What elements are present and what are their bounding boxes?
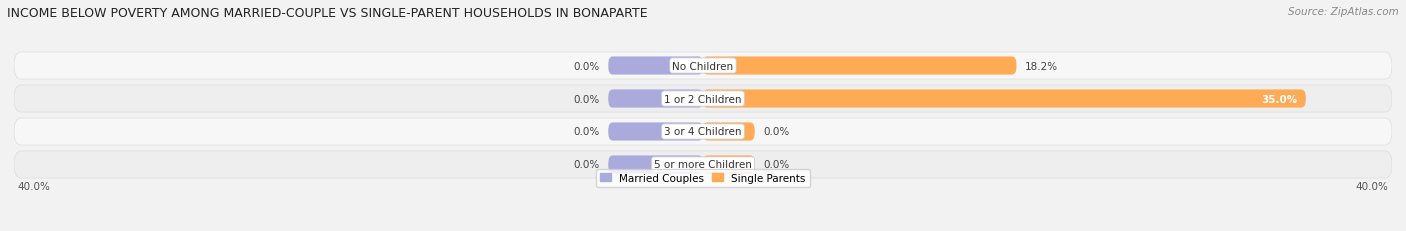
FancyBboxPatch shape xyxy=(703,57,1017,75)
Text: INCOME BELOW POVERTY AMONG MARRIED-COUPLE VS SINGLE-PARENT HOUSEHOLDS IN BONAPAR: INCOME BELOW POVERTY AMONG MARRIED-COUPL… xyxy=(7,7,648,20)
FancyBboxPatch shape xyxy=(609,156,703,174)
Text: 18.2%: 18.2% xyxy=(1025,61,1059,71)
Text: 0.0%: 0.0% xyxy=(574,127,599,137)
Text: 0.0%: 0.0% xyxy=(763,160,790,170)
FancyBboxPatch shape xyxy=(14,53,1392,80)
Text: 40.0%: 40.0% xyxy=(1355,181,1389,191)
FancyBboxPatch shape xyxy=(609,123,703,141)
Text: 0.0%: 0.0% xyxy=(763,127,790,137)
Text: 0.0%: 0.0% xyxy=(574,160,599,170)
FancyBboxPatch shape xyxy=(609,90,703,108)
Text: 0.0%: 0.0% xyxy=(574,94,599,104)
Text: No Children: No Children xyxy=(672,61,734,71)
FancyBboxPatch shape xyxy=(703,123,755,141)
Text: Source: ZipAtlas.com: Source: ZipAtlas.com xyxy=(1288,7,1399,17)
Text: 40.0%: 40.0% xyxy=(17,181,51,191)
Legend: Married Couples, Single Parents: Married Couples, Single Parents xyxy=(596,169,810,187)
Text: 0.0%: 0.0% xyxy=(574,61,599,71)
FancyBboxPatch shape xyxy=(14,151,1392,178)
Text: 1 or 2 Children: 1 or 2 Children xyxy=(664,94,742,104)
Text: 35.0%: 35.0% xyxy=(1261,94,1298,104)
Text: 5 or more Children: 5 or more Children xyxy=(654,160,752,170)
FancyBboxPatch shape xyxy=(14,119,1392,145)
Text: 3 or 4 Children: 3 or 4 Children xyxy=(664,127,742,137)
FancyBboxPatch shape xyxy=(703,156,755,174)
FancyBboxPatch shape xyxy=(703,90,1306,108)
FancyBboxPatch shape xyxy=(14,86,1392,112)
FancyBboxPatch shape xyxy=(609,57,703,75)
